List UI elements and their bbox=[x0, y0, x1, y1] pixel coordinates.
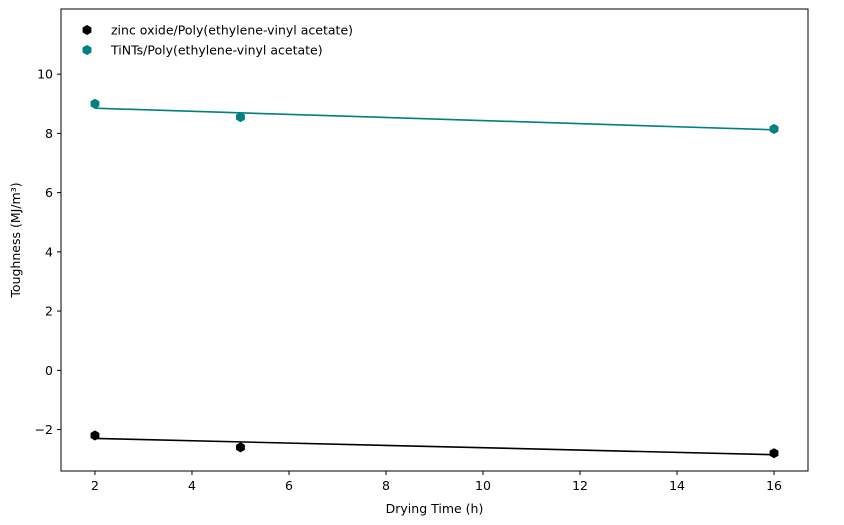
data-point-0-0 bbox=[90, 430, 100, 441]
x-tick-label: 8 bbox=[382, 478, 390, 493]
data-point-0-1 bbox=[236, 442, 245, 453]
y-tick-label: 0 bbox=[45, 363, 53, 378]
y-tick-label: −2 bbox=[35, 422, 53, 437]
x-axis-label: Drying Time (h) bbox=[386, 501, 484, 516]
legend: zinc oxide/Poly(ethylene-vinyl acetate) T… bbox=[82, 23, 353, 58]
fit-lines bbox=[94, 107, 775, 456]
y-tick-label: 4 bbox=[45, 244, 53, 259]
x-axis: 2 4 6 8 10 12 14 16 bbox=[91, 471, 782, 493]
fit-line-1 bbox=[94, 107, 775, 131]
y-axis: −2 0 2 4 6 8 10 bbox=[35, 67, 61, 437]
x-tick-label: 14 bbox=[669, 478, 685, 493]
x-tick-label: 10 bbox=[475, 478, 491, 493]
data-point-1-0 bbox=[90, 98, 100, 109]
y-axis-label: Toughness (MJ/m³) bbox=[8, 182, 23, 298]
legend-marker-0 bbox=[82, 24, 92, 36]
y-tick-label: 2 bbox=[45, 304, 53, 319]
data-points bbox=[90, 98, 779, 459]
plot-area bbox=[61, 9, 808, 471]
x-tick-label: 4 bbox=[188, 478, 196, 493]
x-tick-label: 6 bbox=[285, 478, 293, 493]
data-point-0-2 bbox=[769, 448, 779, 459]
legend-label-1: TiNTs/Poly(ethylene-vinyl acetate) bbox=[110, 43, 323, 58]
x-tick-label: 16 bbox=[766, 478, 782, 493]
data-point-1-2 bbox=[769, 123, 779, 135]
y-tick-label: 8 bbox=[45, 126, 53, 141]
plot-frame bbox=[60, 8, 809, 472]
legend-label-0: zinc oxide/Poly(ethylene-vinyl acetate) bbox=[111, 23, 353, 38]
data-point-1-1 bbox=[236, 112, 245, 123]
x-tick-label: 2 bbox=[91, 478, 99, 493]
legend-marker-1 bbox=[82, 44, 92, 56]
y-tick-label: 10 bbox=[37, 67, 53, 82]
x-tick-label: 12 bbox=[572, 478, 588, 493]
fit-line-0 bbox=[94, 437, 775, 456]
y-tick-label: 6 bbox=[45, 185, 53, 200]
